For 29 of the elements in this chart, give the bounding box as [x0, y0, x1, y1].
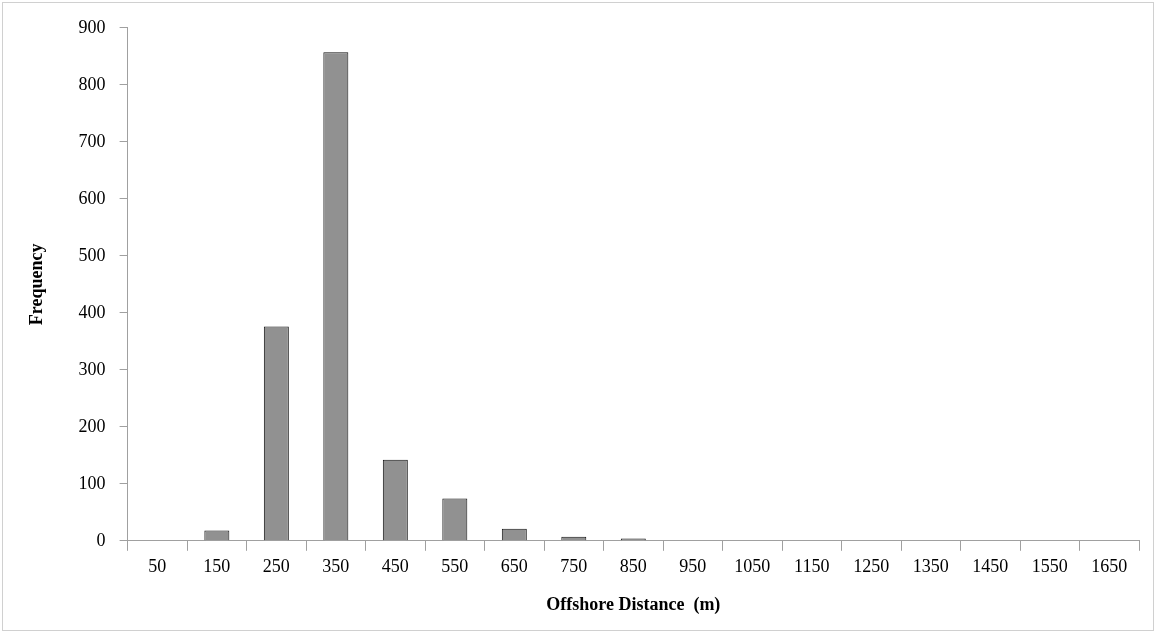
- y-tick-label: 0: [96, 529, 106, 550]
- x-tick-label: 50: [148, 556, 167, 577]
- y-tick-label: 600: [78, 187, 106, 208]
- x-tick-label: 650: [500, 556, 528, 577]
- x-tick-label: 1550: [1031, 556, 1068, 577]
- x-tick-label: 1050: [734, 556, 771, 577]
- x-tick-label: 750: [560, 556, 588, 577]
- y-tick-label: 300: [78, 358, 106, 379]
- y-axis-title: Frequency: [26, 243, 47, 326]
- x-tick-label: 1650: [1091, 556, 1128, 577]
- y-tick-label: 400: [78, 301, 106, 322]
- x-tick-label: 350: [322, 556, 350, 577]
- x-tick-label: 1150: [794, 556, 830, 577]
- x-axis-title: Offshore Distance (m): [546, 593, 721, 615]
- x-tick-label: 1350: [912, 556, 949, 577]
- y-tick-label: 100: [78, 472, 106, 493]
- x-tick-label: 550: [441, 556, 469, 577]
- x-tick-label: 1450: [972, 556, 1009, 577]
- y-tick-label: 200: [78, 415, 106, 436]
- y-tick-label: 900: [78, 16, 106, 37]
- y-tick-label: 700: [78, 130, 106, 151]
- x-tick-label: 150: [203, 556, 231, 577]
- x-tick-label: 1250: [853, 556, 890, 577]
- x-tick-label: 450: [381, 556, 409, 577]
- y-tick-label: 500: [78, 244, 106, 265]
- y-tick-label: 800: [78, 73, 106, 94]
- x-tick-label: 850: [619, 556, 647, 577]
- x-tick-label: 250: [262, 556, 290, 577]
- x-tick-label: 950: [679, 556, 707, 577]
